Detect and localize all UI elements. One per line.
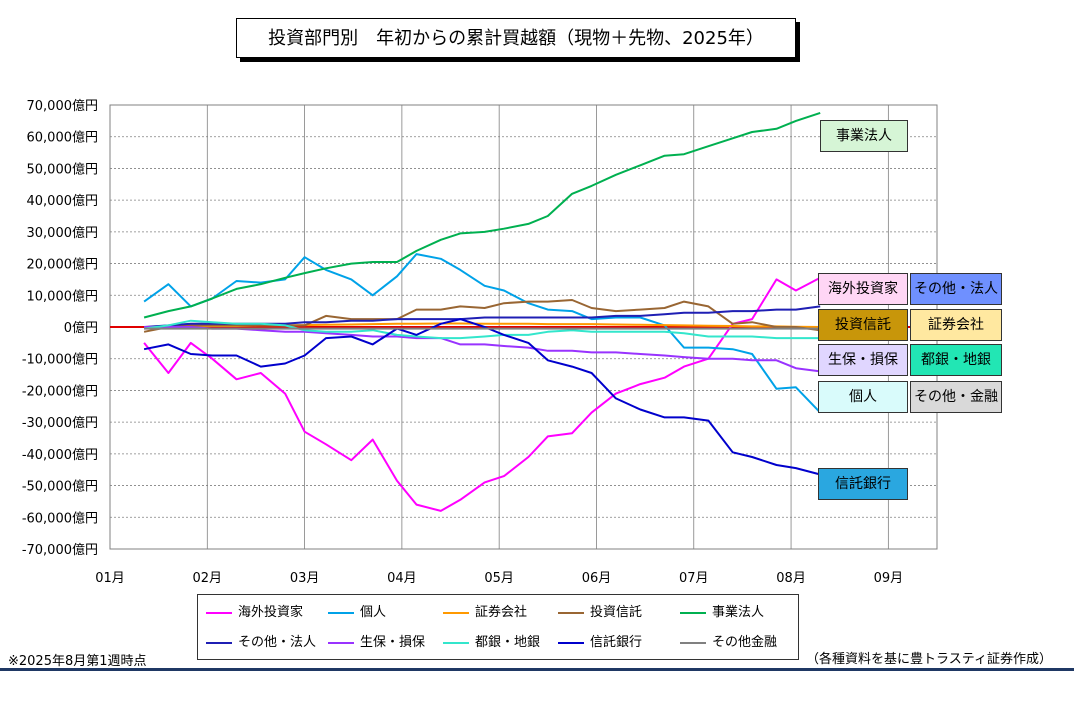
label-toshin: 投資信託 xyxy=(818,309,908,341)
legend-item: その他金融 xyxy=(680,633,777,653)
label-kojin: 個人 xyxy=(818,381,908,413)
label-shintaku: 信託銀行 xyxy=(818,468,908,500)
label-sonota-kinyu: その他・金融 xyxy=(910,381,1002,413)
y-tick-label: 40,000億円 xyxy=(27,193,99,209)
series-line xyxy=(143,253,821,414)
y-tick-label: -60,000億円 xyxy=(22,510,98,526)
x-tick-label: 03月 xyxy=(290,571,320,586)
series-line xyxy=(143,111,821,319)
footnote: ※2025年8月第1週時点 xyxy=(8,654,147,669)
y-tick-label: -40,000億円 xyxy=(22,447,98,463)
legend-item: 証券会社 xyxy=(443,603,527,623)
legend-label: その他・法人 xyxy=(238,635,317,650)
x-tick-label: 05月 xyxy=(484,571,514,586)
label-jigyo-hojin: 事業法人 xyxy=(820,120,908,152)
y-tick-label: -70,000億円 xyxy=(22,542,98,558)
x-tick-label: 04月 xyxy=(387,571,417,586)
series-line xyxy=(144,326,821,373)
x-tick-label: 09月 xyxy=(874,571,904,586)
legend-label: その他金融 xyxy=(712,635,778,650)
y-tick-label: -50,000億円 xyxy=(22,479,98,495)
y-tick-label: 70,000億円 xyxy=(27,98,99,114)
label-shoken: 証券会社 xyxy=(910,309,1002,341)
y-tick-label: 0億円 xyxy=(64,320,98,336)
source-note: （各種資料を基に豊トラスティ証券作成） xyxy=(806,652,1052,667)
y-tick-label: 10,000億円 xyxy=(27,288,99,304)
y-tick-label: 30,000億円 xyxy=(27,225,99,241)
legend-item: 事業法人 xyxy=(680,603,764,623)
x-tick-label: 01月 xyxy=(95,571,125,586)
y-tick-label: -30,000億円 xyxy=(22,415,98,431)
y-tick-label: -20,000億円 xyxy=(22,383,98,399)
x-tick-label: 06月 xyxy=(582,571,612,586)
legend-label: 個人 xyxy=(360,605,387,620)
legend-item: 個人 xyxy=(328,603,386,623)
x-tick-label: 07月 xyxy=(679,571,709,586)
legend: 海外投資家 個人 証券会社 投資信託 事業法人 その他・法人 生保・損保 都銀・… xyxy=(197,594,799,660)
y-tick-label: -10,000億円 xyxy=(22,352,98,368)
legend-label: 事業法人 xyxy=(712,605,765,620)
label-kaigai: 海外投資家 xyxy=(818,273,908,305)
legend-label: 海外投資家 xyxy=(238,605,304,620)
legend-label: 証券会社 xyxy=(475,605,528,620)
legend-item: 都銀・地銀 xyxy=(443,633,540,653)
y-tick-label: 50,000億円 xyxy=(27,161,99,177)
chart-title: 投資部門別 年初からの累計買越額（現物＋先物、2025年） xyxy=(236,18,796,58)
series-line xyxy=(143,319,821,340)
legend-item: 生保・損保 xyxy=(328,633,425,653)
legend-item: その他・法人 xyxy=(206,633,316,653)
x-tick-label: 08月 xyxy=(776,571,806,586)
legend-item: 海外投資家 xyxy=(206,603,303,623)
legend-item: 信託銀行 xyxy=(558,633,642,653)
legend-label: 投資信託 xyxy=(590,605,643,620)
x-tick-label: 02月 xyxy=(193,571,223,586)
series-line xyxy=(143,318,821,476)
legend-label: 信託銀行 xyxy=(590,635,643,650)
label-seiho-sonpo: 生保・損保 xyxy=(818,344,908,376)
label-togin-chigin: 都銀・地銀 xyxy=(910,344,1002,376)
footer-rule xyxy=(0,668,1074,671)
legend-label: 生保・損保 xyxy=(360,635,426,650)
legend-label: 都銀・地銀 xyxy=(475,635,541,650)
y-tick-label: 60,000億円 xyxy=(27,130,99,146)
legend-item: 投資信託 xyxy=(558,603,642,623)
label-sonota-hojin: その他・法人 xyxy=(910,273,1002,305)
series-line xyxy=(143,299,821,333)
y-tick-label: 20,000億円 xyxy=(27,257,99,273)
